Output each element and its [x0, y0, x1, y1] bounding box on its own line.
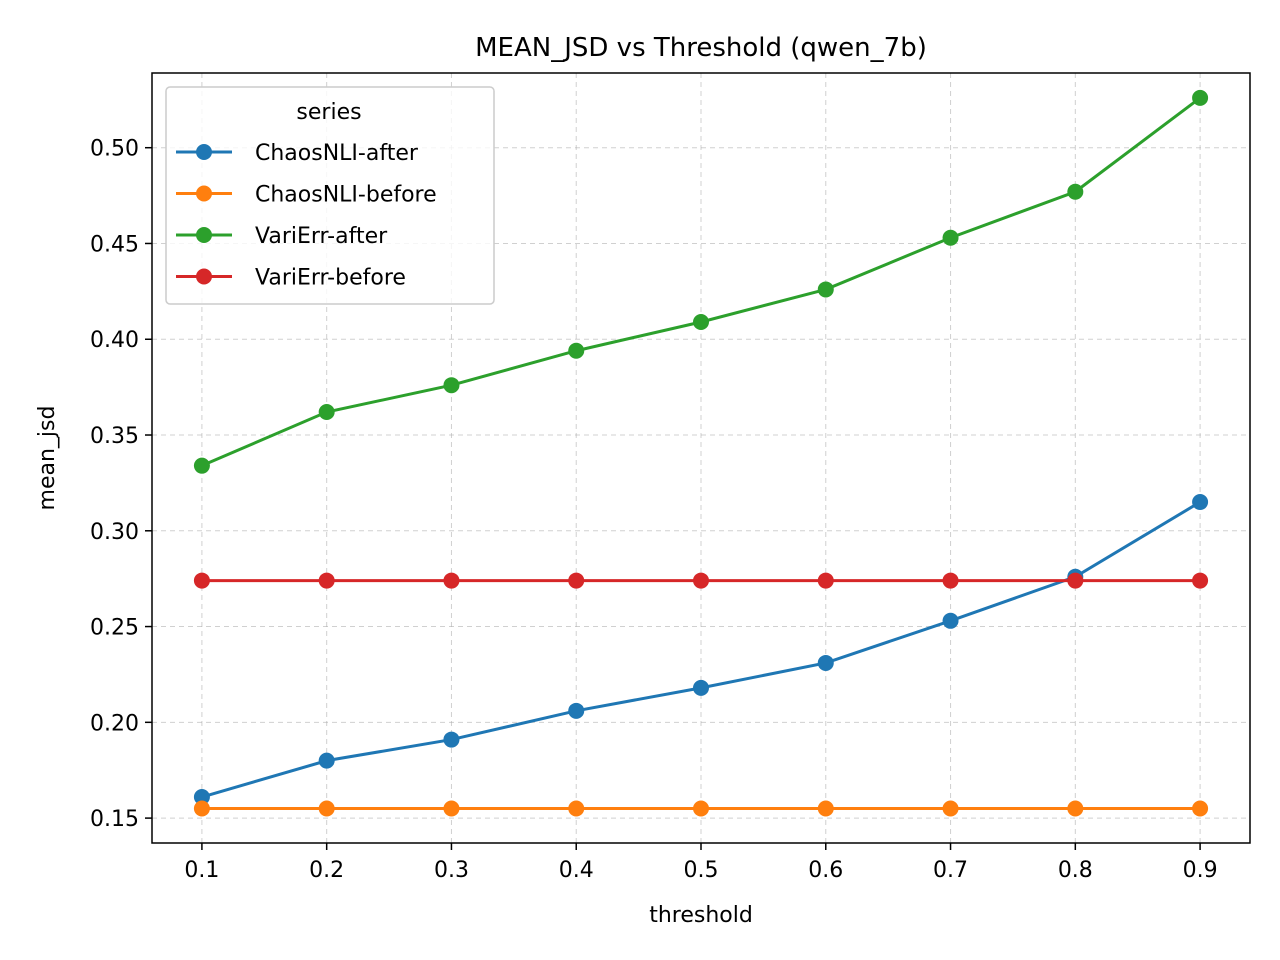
x-tick-label: 0.5: [684, 858, 719, 883]
y-tick-label: 0.40: [90, 328, 139, 353]
series-lines: [193, 89, 1209, 817]
y-tick-label: 0.30: [90, 520, 139, 545]
legend-swatch-marker: [196, 227, 212, 243]
data-point: [193, 572, 210, 589]
legend-item: ChaosNLI-before: [176, 183, 437, 208]
x-tick-label: 0.9: [1183, 858, 1218, 883]
legend-swatch-marker: [196, 268, 212, 285]
legend-swatch-marker: [196, 144, 212, 160]
x-tick-label: 0.2: [309, 858, 344, 883]
data-point: [568, 572, 585, 589]
data-point: [568, 800, 585, 817]
legend-item: ChaosNLI-after: [176, 141, 419, 166]
chart-title: MEAN_JSD vs Threshold (qwen_7b): [475, 33, 927, 63]
data-point: [193, 457, 210, 474]
y-tick-label: 0.20: [90, 711, 139, 736]
x-tick-label: 0.8: [1058, 858, 1093, 883]
series-ChaosNLI-before: [193, 800, 1209, 817]
y-tick-label: 0.25: [90, 616, 139, 641]
data-point: [693, 800, 709, 817]
data-point: [1067, 572, 1084, 589]
x-tick-label: 0.3: [434, 858, 469, 883]
data-point: [693, 679, 709, 696]
series-VariErr-before: [193, 572, 1209, 589]
series-VariErr-after: [193, 89, 1209, 474]
x-axis-ticks: 0.1 0.2 0.3 0.4 0.5 0.6 0.7 0.8 0.9: [184, 843, 1218, 883]
data-point: [817, 572, 834, 589]
data-point: [693, 314, 709, 331]
data-point: [568, 342, 585, 359]
x-tick-label: 0.1: [184, 858, 219, 883]
y-axis-ticks: 0.15 0.20 0.25 0.30 0.35 0.40 0.45 0.50: [90, 137, 152, 832]
data-point: [1192, 89, 1209, 106]
data-point: [942, 572, 959, 589]
data-point: [318, 800, 335, 817]
data-point: [443, 572, 460, 589]
x-axis-label: threshold: [649, 903, 753, 928]
y-tick-label: 0.50: [90, 137, 139, 162]
legend: series ChaosNLI-after ChaosNLI-before Vari…: [165, 86, 495, 305]
x-tick-label: 0.6: [808, 858, 843, 883]
y-tick-label: 0.15: [90, 807, 139, 832]
data-point: [193, 800, 210, 817]
data-point: [193, 789, 210, 806]
legend-item: VariErr-before: [176, 266, 406, 291]
x-tick-label: 0.4: [559, 858, 594, 883]
legend-label: VariErr-after: [255, 224, 388, 249]
data-point: [318, 404, 335, 421]
data-point: [318, 572, 335, 589]
data-point: [693, 572, 709, 589]
y-tick-label: 0.45: [90, 232, 139, 257]
data-point: [1192, 572, 1209, 589]
data-point: [568, 702, 585, 719]
data-point: [817, 800, 834, 817]
data-point: [443, 377, 460, 394]
legend-label: VariErr-before: [255, 266, 406, 291]
series-ChaosNLI-after: [193, 494, 1209, 806]
y-axis-label: mean_jsd: [35, 406, 60, 511]
data-point: [1192, 494, 1209, 511]
data-point: [942, 800, 959, 817]
legend-item: VariErr-after: [176, 224, 388, 249]
data-point: [443, 800, 460, 817]
legend-swatch-marker: [196, 185, 212, 202]
legend-box: [165, 86, 495, 305]
data-point: [1067, 800, 1084, 817]
data-point: [443, 731, 460, 748]
data-point: [1067, 183, 1084, 200]
legend-label: ChaosNLI-before: [255, 183, 437, 208]
data-point: [942, 229, 959, 246]
data-point: [942, 612, 959, 629]
legend-title: series: [296, 100, 361, 125]
legend-label: ChaosNLI-after: [255, 141, 419, 166]
data-point: [1192, 800, 1209, 817]
y-tick-label: 0.35: [90, 424, 139, 449]
data-point: [817, 654, 834, 671]
data-point: [817, 281, 834, 298]
x-tick-label: 0.7: [933, 858, 968, 883]
data-point: [318, 752, 335, 769]
